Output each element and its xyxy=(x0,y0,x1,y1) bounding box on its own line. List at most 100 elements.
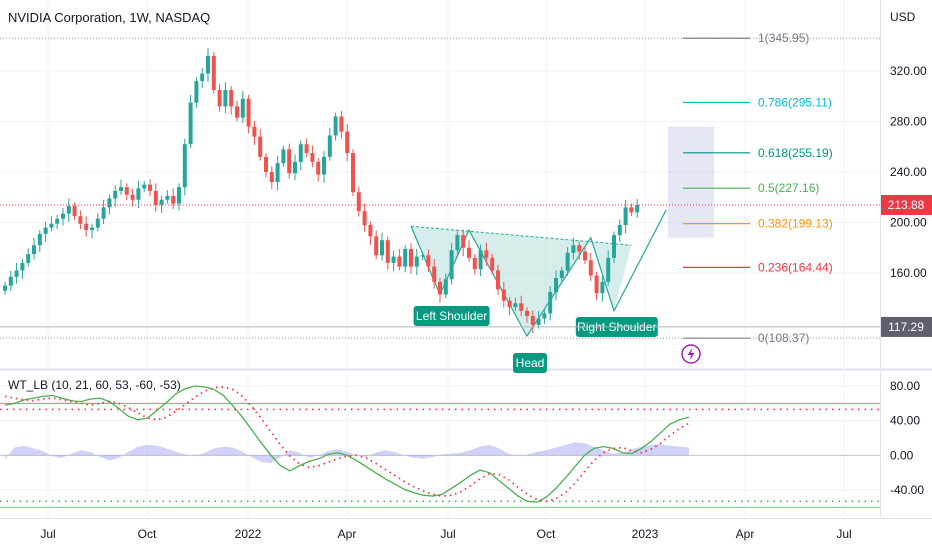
candle-body xyxy=(246,98,251,127)
candle xyxy=(339,110,344,139)
annotation-box xyxy=(413,306,490,326)
candle xyxy=(583,245,587,265)
candle-body xyxy=(78,216,83,224)
candle xyxy=(600,276,605,302)
candle-body xyxy=(420,255,425,257)
candle xyxy=(264,153,268,178)
time-tick-label: 2023 xyxy=(632,527,659,541)
candle-body xyxy=(165,195,170,200)
candle-body xyxy=(153,190,158,205)
candle-body xyxy=(281,149,286,164)
candle xyxy=(368,221,373,245)
time-tick-label: Oct xyxy=(138,527,157,541)
annotation-text: Head xyxy=(516,356,545,370)
candle xyxy=(188,94,193,149)
candle-body xyxy=(612,235,616,258)
candle xyxy=(287,143,292,179)
indicator-tick-label: 0.00 xyxy=(890,448,914,462)
candlestick-series xyxy=(3,48,640,334)
fibonacci-retracement[interactable]: 1(345.95)0.786(295.11)0.618(255.19)0.5(2… xyxy=(0,31,880,345)
candle-body xyxy=(536,318,541,325)
candle-body xyxy=(72,206,77,217)
ref-price-badge xyxy=(881,316,932,337)
candle-body xyxy=(298,144,303,162)
indicator-title: WT_LB (10, 21, 60, 53, -60, -53) xyxy=(8,378,181,392)
candle xyxy=(571,237,576,260)
candle-body xyxy=(617,225,622,236)
candle xyxy=(281,145,286,167)
candle-body xyxy=(380,240,384,256)
candle-body xyxy=(49,223,54,228)
candle xyxy=(333,112,338,141)
candle xyxy=(635,199,640,218)
candle xyxy=(391,250,396,272)
time-tick-label: Jul xyxy=(40,527,55,541)
candle xyxy=(171,188,176,209)
candle xyxy=(14,262,19,284)
annotation-box xyxy=(513,353,547,373)
candle xyxy=(426,249,431,272)
candle-body xyxy=(293,161,297,174)
candle xyxy=(206,48,210,82)
candle xyxy=(554,270,558,301)
candle xyxy=(438,278,442,303)
chart-title: NVIDIA Corporation, 1W, NASDAQ xyxy=(8,10,210,25)
candle-body xyxy=(275,163,280,183)
candle-body xyxy=(583,251,587,261)
candle-body xyxy=(438,281,442,295)
pattern-fill xyxy=(411,226,632,337)
candle-body xyxy=(472,257,477,270)
candle-body xyxy=(223,89,228,107)
candle xyxy=(472,254,477,275)
candle-body xyxy=(130,194,135,200)
candle xyxy=(211,52,216,94)
candle-body xyxy=(327,135,332,157)
candle-body xyxy=(501,289,506,301)
candle-body xyxy=(548,291,553,314)
candle-body xyxy=(409,249,413,267)
candle xyxy=(235,100,239,122)
candle-body xyxy=(107,198,112,208)
candle xyxy=(455,231,460,258)
candle xyxy=(61,207,65,226)
candle-body xyxy=(629,207,634,213)
candle xyxy=(142,180,147,193)
candle-body xyxy=(142,184,147,189)
candle xyxy=(623,199,628,234)
candle xyxy=(200,67,205,88)
candle xyxy=(240,91,245,124)
candle xyxy=(559,266,564,282)
candle-body xyxy=(356,192,361,212)
candle xyxy=(177,183,181,211)
time-tick-label: Apr xyxy=(736,527,755,541)
time-tick-label: 2022 xyxy=(235,527,262,541)
candle xyxy=(275,155,280,191)
candle xyxy=(501,281,506,308)
candle xyxy=(72,202,77,220)
candle xyxy=(327,127,332,161)
candle-body xyxy=(478,250,483,270)
candle xyxy=(565,247,570,276)
candle xyxy=(351,149,355,196)
candle xyxy=(612,231,616,264)
candle-body xyxy=(635,204,640,213)
candle xyxy=(316,158,321,182)
candle-body xyxy=(490,257,495,271)
time-tick-label: Apr xyxy=(338,527,357,541)
candle-body xyxy=(577,245,582,252)
lightning-icon[interactable] xyxy=(681,344,701,364)
price-tick-label: 280.00 xyxy=(890,115,927,129)
candle xyxy=(229,86,234,115)
fib-level-label: 0.236(164.44) xyxy=(758,260,833,274)
annotation-left-shoulder: Left Shoulder xyxy=(413,306,490,326)
candle xyxy=(461,229,466,257)
candle xyxy=(374,230,379,260)
candle-body xyxy=(124,187,129,195)
wt2-line xyxy=(4,385,690,503)
candle-body xyxy=(374,236,379,256)
candle xyxy=(223,82,228,114)
candle-body xyxy=(211,55,216,90)
candle-body xyxy=(90,227,94,231)
